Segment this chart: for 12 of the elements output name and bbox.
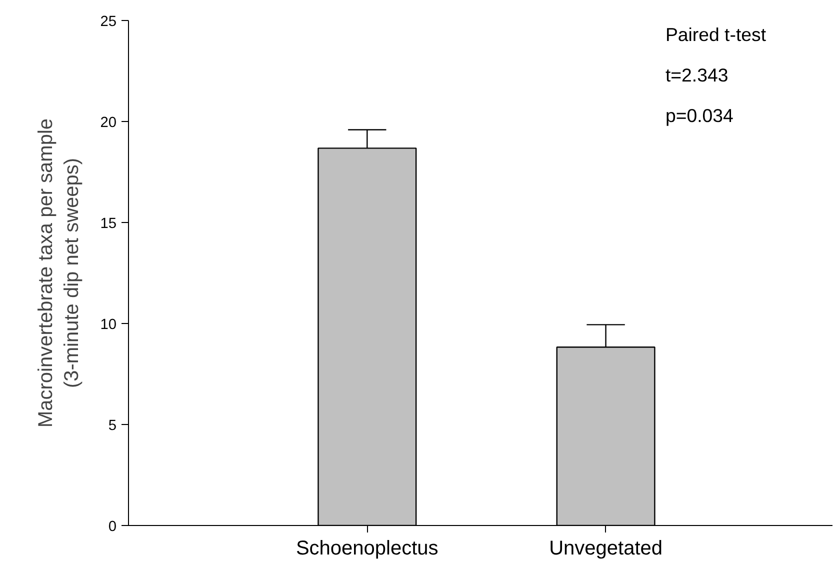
y-tick-label: 10: [100, 317, 117, 333]
y-tick-label: 0: [108, 519, 117, 535]
annotation: Paired t-test: [665, 24, 767, 46]
x-tick-label: Unvegetated: [549, 538, 662, 560]
y-axis-title: Macroinvertebrate taxa per sample (3-minute dip net sweeps): [34, 118, 84, 428]
annotation: t=2.343: [665, 64, 728, 86]
annotation: p=0.034: [665, 104, 734, 126]
y-tick-label: 20: [100, 115, 117, 131]
y-tick-label: 5: [108, 418, 117, 434]
y-tick-label: 25: [100, 14, 117, 30]
x-tick-label: Schoenoplectus: [296, 538, 438, 560]
y-tick-label: 15: [100, 216, 117, 232]
